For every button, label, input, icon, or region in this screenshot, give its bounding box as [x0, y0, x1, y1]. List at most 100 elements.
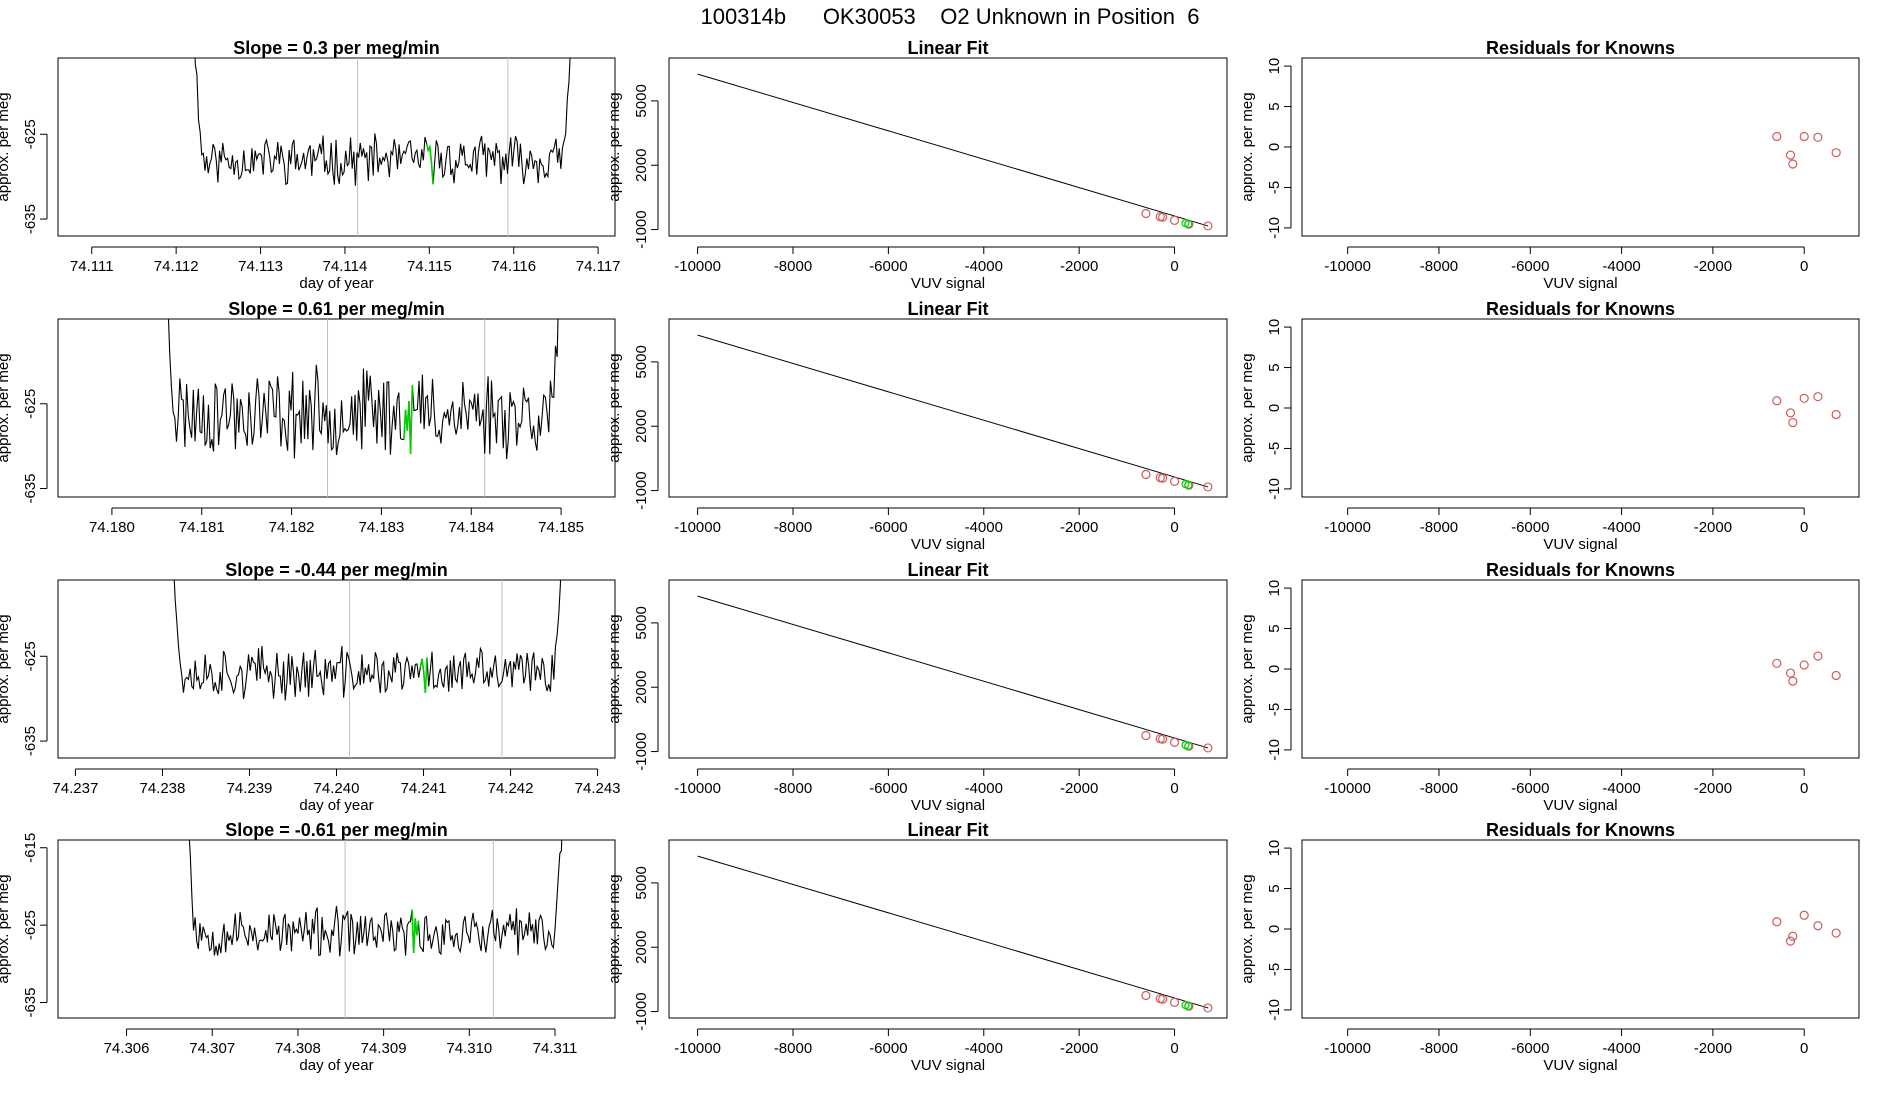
panel-title: Slope = -0.61 per meg/min — [225, 820, 448, 840]
x-tick-label: -2000 — [1060, 1040, 1098, 1057]
x-tick-label: -4000 — [1602, 258, 1640, 275]
x-axis: 74.111 74.112 74.113 74.114 74.115 74.116 74.1… — [70, 246, 621, 275]
x-axis-label: day of year — [299, 275, 373, 292]
residual-point — [1813, 132, 1823, 142]
plot-frame — [668, 318, 1228, 498]
y-tick-label: 5 — [1266, 363, 1283, 371]
x-tick-label: -2000 — [1694, 258, 1732, 275]
x-tick-label: -8000 — [1420, 519, 1458, 536]
y-axis-label: approx. per meg — [0, 92, 12, 201]
panel-8: Linear Fit -10000 -8000 -6000 -4000 -2000 0 VUV… — [606, 560, 1228, 814]
residual-point — [1772, 396, 1782, 406]
y-axis-label: approx. per meg — [0, 874, 12, 983]
y-axis-label: approx. per meg — [1239, 92, 1256, 201]
x-tick-label: 74.241 — [401, 780, 447, 797]
panel-title: Residuals for Knowns — [1486, 38, 1675, 58]
x-tick-label: 0 — [1170, 780, 1178, 797]
residual-point — [1772, 131, 1782, 142]
x-tick-label: -2000 — [1694, 1040, 1732, 1057]
unknown-point — [1184, 1001, 1193, 1011]
x-axis: 74.306 74.307 74.308 74.309 74.310 74.311 — [104, 1028, 578, 1057]
plot-area — [697, 855, 1213, 1013]
panel-12: Residuals for Knowns -10000 -8000 -6000 -400… — [1239, 820, 1860, 1074]
y-tick-label: 5 — [1266, 624, 1283, 632]
y-tick-label: -625 — [22, 119, 39, 149]
x-tick-label: 74.239 — [227, 780, 273, 797]
panel-10: Slope = -0.61 per meg/min 74.306 74.307 74.… — [0, 820, 616, 1074]
y-tick-label: -10 — [1266, 739, 1283, 761]
plot-area — [173, 580, 562, 758]
known-point — [1158, 212, 1168, 222]
x-tick-label: -4000 — [965, 1040, 1003, 1057]
panel-2: Linear Fit -10000 -8000 -6000 -4000 -2000 0 VUV… — [606, 38, 1228, 292]
panel-title: Linear Fit — [907, 299, 988, 319]
known-point — [1203, 482, 1213, 492]
x-tick-label: 74.180 — [89, 519, 135, 536]
known-point — [1158, 994, 1168, 1004]
panel-title: Linear Fit — [907, 560, 988, 580]
residual-point — [1785, 668, 1796, 678]
x-tick-label: 74.112 — [154, 258, 199, 275]
x-tick-label: -2000 — [1694, 780, 1732, 797]
plot-area — [188, 840, 563, 1018]
x-tick-label: 74.240 — [314, 780, 360, 797]
x-tick-label: 74.311 — [533, 1040, 578, 1057]
residual-point — [1813, 921, 1823, 931]
panel-11: Linear Fit -10000 -8000 -6000 -4000 -2000 0 VUV… — [606, 820, 1228, 1074]
panel-title: Residuals for Knowns — [1486, 560, 1675, 580]
x-tick-label: 74.307 — [189, 1040, 235, 1057]
known-point — [1158, 473, 1168, 483]
x-axis: 74.180 74.181 74.182 74.183 74.184 74.185 — [89, 507, 584, 536]
x-tick-label: 0 — [1800, 780, 1808, 797]
y-tick-label: -10 — [1266, 999, 1283, 1021]
x-tick-label: -8000 — [1420, 780, 1458, 797]
plot-frame — [57, 57, 616, 237]
known-point — [1203, 221, 1213, 231]
y-axis: -10 -5 0 5 10 — [1266, 58, 1292, 239]
x-axis-label: day of year — [299, 797, 373, 814]
x-axis-label: VUV signal — [911, 536, 985, 553]
y-axis-label: approx. per meg — [606, 92, 623, 201]
x-axis: 74.237 74.238 74.239 74.240 74.241 74.242 74.2… — [52, 768, 621, 797]
x-tick-label: -8000 — [1420, 258, 1458, 275]
x-tick-label: 0 — [1800, 258, 1808, 275]
residual-point — [1831, 670, 1841, 681]
fit-line — [697, 855, 1209, 1009]
panel-3: Residuals for Knowns -10000 -8000 -6000 -400… — [1239, 38, 1860, 292]
y-tick-label: 10 — [1266, 580, 1283, 597]
x-tick-label: 0 — [1170, 519, 1178, 536]
plot-frame — [57, 579, 616, 759]
y-tick-label: 5000 — [633, 866, 650, 899]
x-tick-label: 74.243 — [575, 780, 621, 797]
signal-trace — [167, 319, 559, 460]
x-tick-label: 74.184 — [448, 519, 494, 536]
x-tick-label: -10000 — [1324, 519, 1371, 536]
residual-point — [1799, 131, 1809, 142]
x-axis: -10000 -8000 -6000 -4000 -2000 0 — [1324, 768, 1808, 797]
x-tick-label: -6000 — [869, 1040, 907, 1057]
unknown-segment — [425, 143, 434, 185]
known-point — [1169, 215, 1180, 225]
x-tick-label: 0 — [1800, 519, 1808, 536]
y-tick-label: -5 — [1266, 442, 1283, 455]
y-tick-label: 0 — [1266, 143, 1283, 151]
residual-point — [1788, 417, 1798, 428]
x-tick-label: 74.183 — [358, 519, 404, 536]
x-tick-label: -8000 — [774, 1040, 812, 1057]
y-tick-label: 10 — [1266, 58, 1283, 75]
x-tick-label: -4000 — [1602, 519, 1640, 536]
y-tick-label: 5 — [1266, 884, 1283, 892]
y-axis-label: approx. per meg — [1239, 874, 1256, 983]
y-tick-label: -5 — [1266, 963, 1283, 976]
plot-area — [1772, 910, 1841, 946]
signal-trace — [173, 580, 562, 701]
x-tick-label: -8000 — [774, 780, 812, 797]
x-tick-label: -10000 — [1324, 780, 1371, 797]
x-tick-label: 74.242 — [488, 780, 534, 797]
known-point — [1158, 734, 1168, 744]
plot-area — [194, 58, 571, 236]
y-tick-label: -635 — [22, 726, 39, 756]
panel-title: Slope = -0.44 per meg/min — [225, 560, 448, 580]
